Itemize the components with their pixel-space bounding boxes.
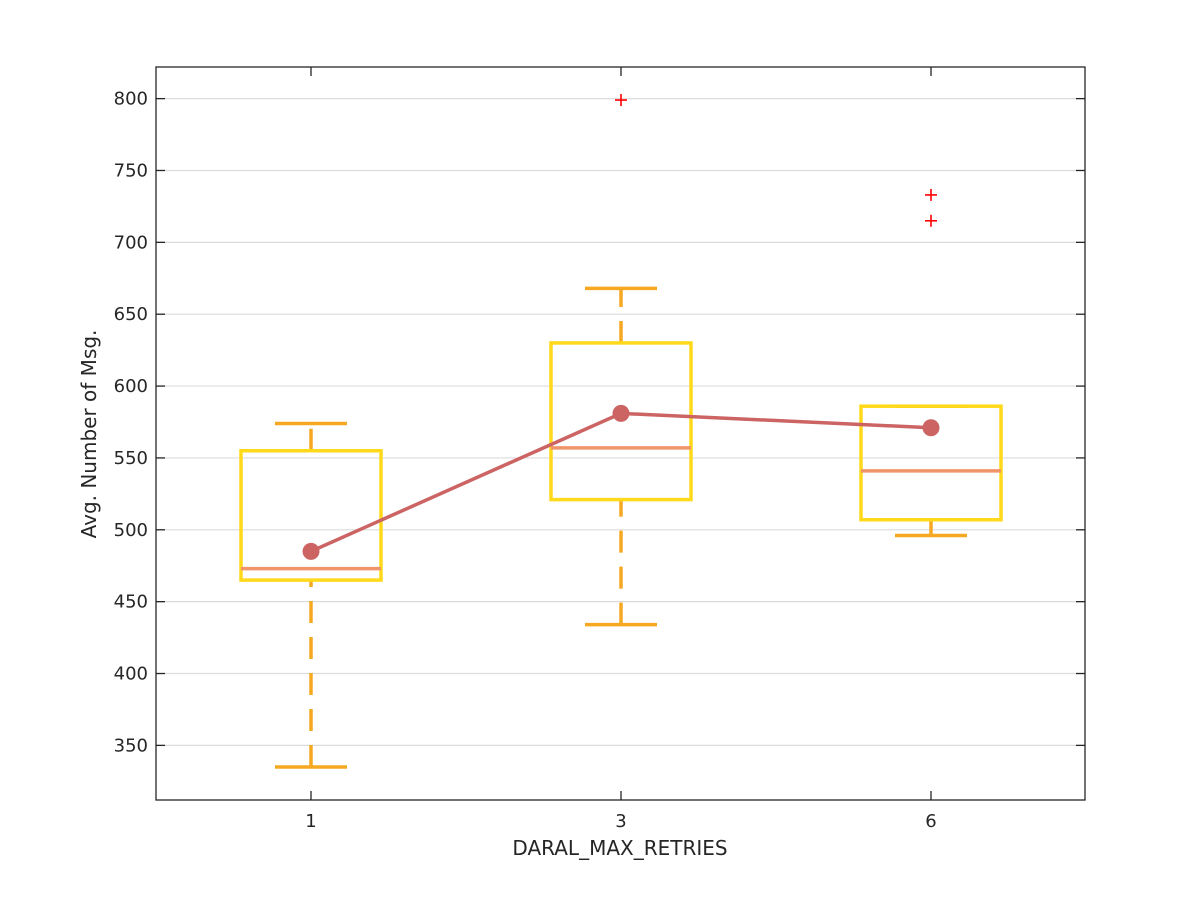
box-3	[549, 286, 693, 627]
box-series	[239, 286, 1003, 769]
y-axis-label: Avg. Number of Msg.	[77, 330, 101, 539]
y-tick-label: 550	[114, 448, 148, 469]
box-iqr	[859, 404, 1003, 522]
outlier-marker	[615, 94, 627, 107]
x-tick-label: 6	[925, 811, 936, 832]
y-tick-label: 800	[114, 89, 148, 110]
axis-ticks: 350 400 450 500 550 600 650 700 750 800 1 3 6	[114, 67, 1085, 832]
y-tick-label: 450	[114, 592, 148, 613]
plot-area-frame	[155, 66, 1086, 801]
outlier-marker	[925, 214, 937, 227]
y-tick-label: 600	[114, 376, 148, 397]
x-axis-label: DARAL_MAX_RETRIES	[512, 836, 727, 860]
mean-series	[302, 404, 940, 560]
x-tick-label: 1	[305, 811, 316, 832]
mean-point	[302, 542, 320, 560]
mean-point	[922, 419, 940, 437]
box-6	[859, 404, 1003, 538]
outlier-marker	[925, 188, 937, 201]
y-tick-label: 500	[114, 520, 148, 541]
box-iqr	[549, 341, 693, 502]
y-tick-label: 750	[114, 160, 148, 181]
box-1	[239, 421, 383, 769]
y-tick-label: 350	[114, 735, 148, 756]
outlier-series	[615, 94, 937, 227]
box-iqr	[239, 448, 383, 582]
y-tick-label: 400	[114, 664, 148, 685]
y-tick-label: 700	[114, 232, 148, 253]
mean-point	[612, 404, 630, 422]
x-tick-label: 3	[615, 811, 626, 832]
y-tick-label: 650	[114, 304, 148, 325]
